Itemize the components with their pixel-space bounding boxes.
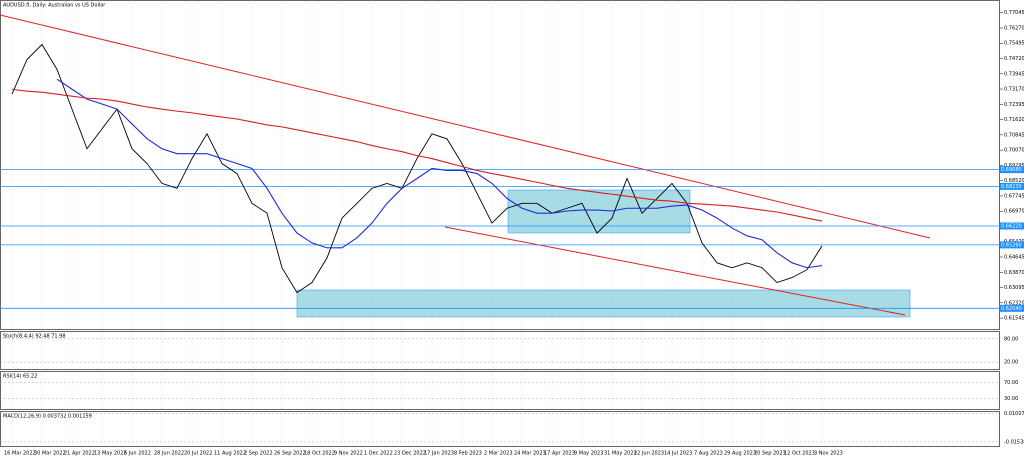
x-tick-label: 9 May 2023 bbox=[574, 451, 603, 457]
indicator-title: RSI(14) 65.22 bbox=[3, 374, 37, 380]
x-tick-label: 20 Jul 2022 bbox=[184, 451, 212, 457]
y-tick-label: 0.70845 bbox=[1004, 132, 1024, 138]
x-tick-label: 2 Mar 2023 bbox=[484, 451, 513, 457]
level-box bbox=[1000, 166, 1024, 174]
x-tick-label: 8 Feb 2023 bbox=[454, 451, 482, 457]
y-tick-label: 0.61545 bbox=[1004, 316, 1024, 322]
y-tick-label: 0.71620 bbox=[1004, 117, 1024, 123]
x-tick-label: 17 Apr 2023 bbox=[544, 451, 575, 457]
indicator-tick-label: 0.010073 bbox=[1004, 411, 1024, 417]
price-pane bbox=[0, 0, 1000, 330]
x-tick-label: 16 Mar 2022 bbox=[4, 451, 36, 457]
x-tick-label: 11 Aug 2022 bbox=[214, 451, 246, 457]
range-box bbox=[507, 189, 691, 234]
chart-title: AUDUSD.fi, Daily: Australian vs US Dolla… bbox=[3, 3, 106, 9]
x-tick-label: 1 Dec 2022 bbox=[364, 451, 393, 457]
x-tick-label: 21 Apr 2022 bbox=[64, 451, 95, 457]
y-tick-label: 0.77045 bbox=[1004, 10, 1024, 16]
indicator-tick-label: 20.00 bbox=[1004, 360, 1018, 366]
y-tick-label: 0.66970 bbox=[1004, 209, 1024, 215]
y-tick-label: 0.76270 bbox=[1004, 25, 1024, 31]
x-tick-label: 7 Aug 2023 bbox=[694, 451, 723, 457]
x-tick-label: 31 May 2023 bbox=[604, 451, 637, 457]
y-tick-label: 0.63870 bbox=[1004, 270, 1024, 276]
level-label: 0.65260 bbox=[1001, 242, 1022, 248]
indicator-title: MACD(12,26,9) 0.003732 0.001159 bbox=[3, 414, 92, 420]
y-tick-label: 0.75495 bbox=[1004, 41, 1024, 47]
x-tick-label: 17 Jan 2023 bbox=[424, 451, 454, 457]
x-tick-label: 30 Mar 2022 bbox=[34, 451, 66, 457]
x-tick-label: 24 Mar 2023 bbox=[514, 451, 546, 457]
x-tick-label: 29 Aug 2023 bbox=[724, 451, 756, 457]
level-label: 0.69080 bbox=[1001, 167, 1022, 173]
x-tick-label: 14 Jul 2023 bbox=[664, 451, 692, 457]
indicator-tick-label: 30.00 bbox=[1004, 396, 1018, 402]
x-tick-label: 26 Sep 2022 bbox=[274, 451, 306, 457]
level-label: 0.66220 bbox=[1001, 223, 1022, 229]
y-tick-label: 0.73945 bbox=[1004, 71, 1024, 77]
y-tick-label: 0.67745 bbox=[1004, 193, 1024, 199]
y-tick-label: 0.68520 bbox=[1004, 178, 1024, 184]
trend-line bbox=[0, 14, 931, 239]
x-tick-label: 12 Oct 2023 bbox=[784, 451, 815, 457]
y-tick-label: 0.62320 bbox=[1004, 300, 1024, 306]
stoch-pane bbox=[0, 331, 1000, 370]
y-tick-label: 0.64645 bbox=[1004, 255, 1024, 261]
x-tick-label: 28 Jun 2022 bbox=[154, 451, 184, 457]
y-tick-label: 0.74720 bbox=[1004, 56, 1024, 62]
y-tick-label: 0.72395 bbox=[1004, 102, 1024, 108]
x-tick-label: 23 Dec 2022 bbox=[394, 451, 426, 457]
level-box bbox=[1000, 222, 1024, 230]
indicator-tick-label: -0.015385 bbox=[1004, 439, 1024, 445]
x-tick-label: 9 Nov 2022 bbox=[334, 451, 363, 457]
indicator-tick-label: 80.00 bbox=[1004, 336, 1018, 342]
y-tick-label: 0.73170 bbox=[1004, 87, 1024, 93]
x-tick-label: 18 Oct 2022 bbox=[304, 451, 335, 457]
level-label: 0.68230 bbox=[1001, 184, 1022, 190]
level-label: 0.62040 bbox=[1001, 306, 1022, 312]
indicator-tick-label: 70.00 bbox=[1004, 380, 1018, 386]
macd-pane bbox=[0, 411, 1000, 447]
price-line bbox=[56, 78, 823, 269]
level-box bbox=[1000, 304, 1024, 312]
trend-line bbox=[444, 226, 906, 316]
x-tick-label: 20 Sep 2023 bbox=[754, 451, 786, 457]
support-box bbox=[296, 289, 911, 318]
y-tick-label: 0.63095 bbox=[1004, 285, 1024, 291]
x-tick-label: 13 May 2022 bbox=[94, 451, 127, 457]
price-line bbox=[11, 88, 823, 222]
level-box bbox=[1000, 241, 1024, 249]
x-tick-label: 2 Sep 2022 bbox=[244, 451, 273, 457]
x-tick-label: 22 Jun 2023 bbox=[634, 451, 664, 457]
rsi-pane bbox=[0, 371, 1000, 410]
y-tick-label: 0.69295 bbox=[1004, 163, 1024, 169]
y-tick-label: 0.70070 bbox=[1004, 148, 1024, 154]
x-tick-label: 3 Nov 2023 bbox=[814, 451, 843, 457]
level-box bbox=[1000, 182, 1024, 190]
x-tick-label: 6 Jun 2022 bbox=[124, 451, 151, 457]
indicator-title: Stoch(8,4,4) 92.48 71.98 bbox=[3, 334, 66, 340]
